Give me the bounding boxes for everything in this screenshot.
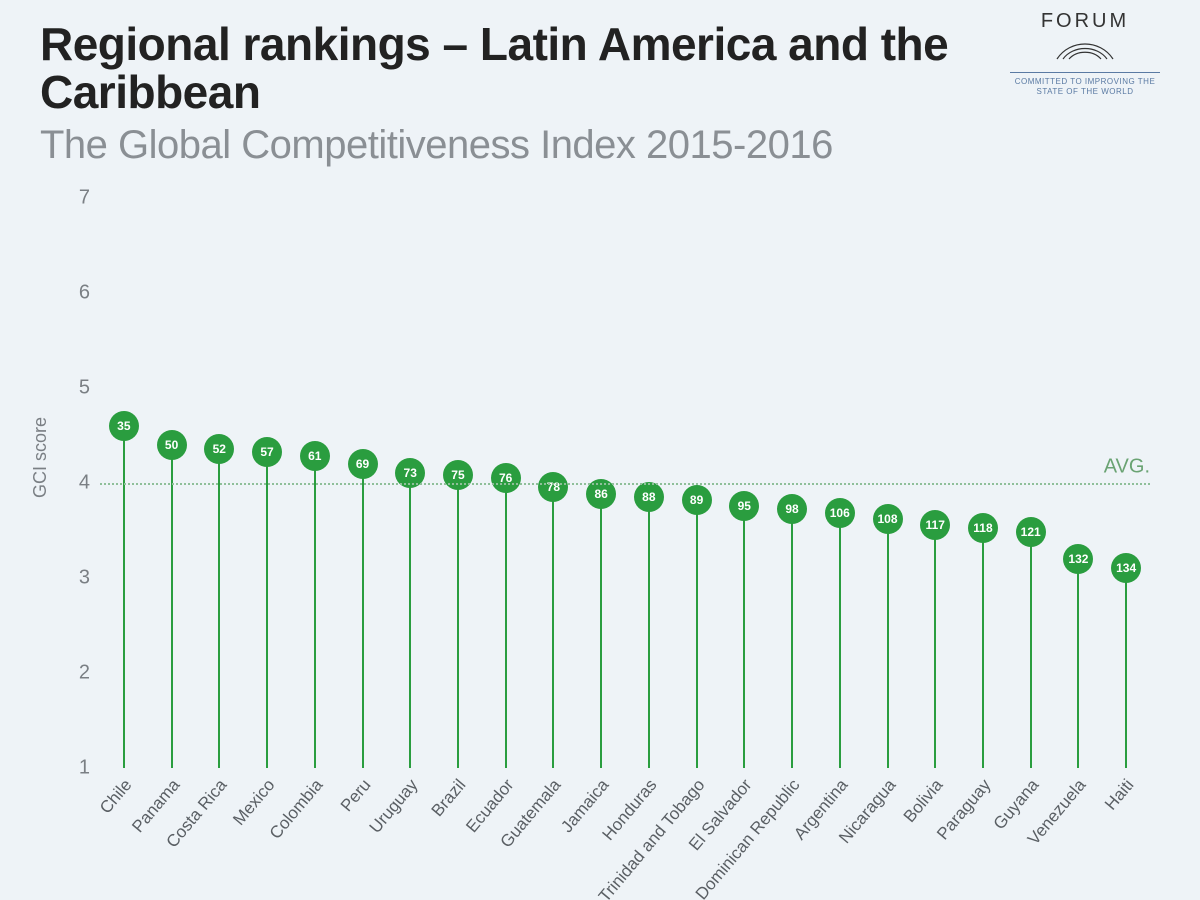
x-tick-label: Peru: [336, 775, 374, 815]
stem: [743, 506, 745, 767]
average-label: AVG.: [1104, 455, 1150, 478]
data-point: 61: [300, 441, 330, 471]
x-tick-label: Bolivia: [900, 775, 948, 826]
data-point: 106: [825, 498, 855, 528]
data-point: 75: [443, 460, 473, 490]
title-block: Regional rankings – Latin America and th…: [40, 20, 1010, 168]
stem: [409, 473, 411, 768]
data-point: 35: [109, 411, 139, 441]
x-labels: ChilePanamaCosta RicaMexicoColombiaPeruU…: [100, 768, 1150, 900]
page-subtitle: The Global Competitiveness Index 2015-20…: [40, 123, 1010, 168]
stem: [934, 525, 936, 767]
data-point: 50: [157, 430, 187, 460]
y-tick: 5: [70, 376, 90, 399]
data-point: 78: [538, 472, 568, 502]
data-point: 132: [1063, 544, 1093, 574]
stem: [218, 449, 220, 767]
y-tick: 6: [70, 281, 90, 304]
data-point: 118: [968, 513, 998, 543]
stem: [600, 494, 602, 768]
y-axis-label: GCI score: [30, 417, 51, 498]
plot-area: 3550525761697375767886888995981061081171…: [100, 198, 1150, 768]
data-point: 76: [491, 463, 521, 493]
wef-logo-word: FORUM: [1010, 10, 1160, 33]
stem: [171, 445, 173, 768]
data-point: 108: [873, 504, 903, 534]
stem: [314, 456, 316, 768]
data-point: 89: [682, 485, 712, 515]
y-tick: 4: [70, 471, 90, 494]
data-point: 57: [252, 437, 282, 467]
x-tick-label: Brazil: [428, 775, 471, 820]
data-point: 98: [777, 494, 807, 524]
stem: [791, 509, 793, 767]
header: Regional rankings – Latin America and th…: [40, 20, 1160, 168]
wef-logo-arcs-icon: [1055, 37, 1115, 61]
stem: [982, 528, 984, 767]
wef-logo: FORUM COMMITTED TO IMPROVING THE STATE O…: [1010, 10, 1160, 96]
data-point: 88: [634, 482, 664, 512]
stem: [887, 519, 889, 768]
y-tick: 1: [70, 756, 90, 779]
stem: [362, 464, 364, 768]
stem: [457, 475, 459, 768]
x-tick-label: Chile: [96, 775, 136, 818]
average-line: [100, 483, 1150, 485]
data-point: 52: [204, 434, 234, 464]
stem: [266, 452, 268, 767]
data-point: 95: [729, 491, 759, 521]
data-point: 117: [920, 510, 950, 540]
stem: [1030, 532, 1032, 768]
x-tick-label: Uruguay: [366, 775, 423, 837]
y-tick: 3: [70, 566, 90, 589]
data-point: 121: [1016, 517, 1046, 547]
stem: [552, 487, 554, 767]
wef-logo-tagline: COMMITTED TO IMPROVING THE STATE OF THE …: [1010, 72, 1160, 96]
x-tick-label: Mexico: [229, 775, 279, 829]
data-point: 134: [1111, 553, 1141, 583]
stem: [648, 497, 650, 768]
stem: [123, 426, 125, 768]
stem: [696, 500, 698, 768]
stem: [839, 513, 841, 768]
stem: [1125, 568, 1127, 768]
y-tick: 7: [70, 186, 90, 209]
stem: [505, 478, 507, 768]
y-tick: 2: [70, 661, 90, 684]
page: Regional rankings – Latin America and th…: [0, 0, 1200, 900]
data-point: 69: [348, 449, 378, 479]
page-title: Regional rankings – Latin America and th…: [40, 20, 1010, 117]
chart: GCI score 355052576169737576788688899598…: [40, 198, 1160, 900]
x-tick-label: Haiti: [1101, 775, 1138, 814]
stem: [1077, 559, 1079, 768]
